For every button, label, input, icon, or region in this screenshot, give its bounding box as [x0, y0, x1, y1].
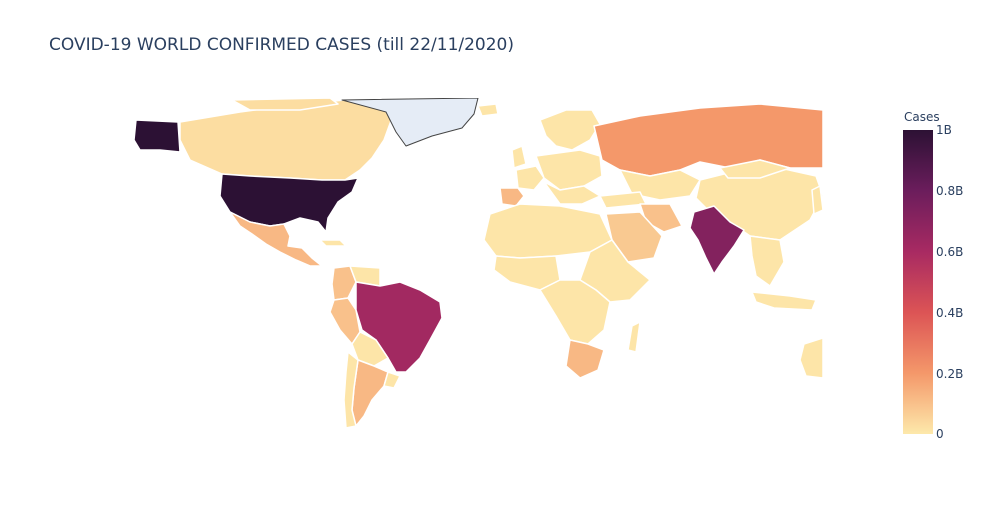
region-argentina[interactable]	[351, 359, 389, 427]
region-madagascar[interactable]	[627, 321, 641, 353]
region-uruguay[interactable]	[383, 371, 401, 389]
colorbar-tick-0.4b: 0.4B	[936, 306, 964, 320]
region-greenland[interactable]	[341, 98, 479, 147]
region-indonesia[interactable]	[751, 291, 817, 311]
region-uk[interactable]	[511, 145, 527, 169]
region-central-africa[interactable]	[539, 279, 611, 345]
region-france[interactable]	[515, 165, 545, 191]
region-turkey[interactable]	[599, 191, 647, 209]
region-brazil[interactable]	[355, 281, 443, 373]
region-japan[interactable]	[811, 185, 823, 215]
region-southeast-asia[interactable]	[749, 235, 785, 287]
region-spain[interactable]	[499, 187, 525, 207]
colorbar-title: Cases	[904, 110, 940, 124]
colorbar-gradient	[903, 130, 933, 434]
region-scandinavia[interactable]	[539, 109, 601, 151]
colorbar-tick-0.8b: 0.8B	[936, 184, 964, 198]
region-canada-islands[interactable]	[231, 98, 339, 111]
colorbar-tick-0: 0	[936, 427, 944, 441]
region-iceland[interactable]	[477, 103, 499, 117]
chart-title: COVID-19 WORLD CONFIRMED CASES (till 22/…	[49, 35, 515, 55]
colorbar-tick-0.2b: 0.2B	[936, 367, 964, 381]
colorbar-tick-0.6b: 0.6B	[936, 245, 964, 259]
region-chile[interactable]	[343, 351, 359, 429]
region-canada[interactable]	[179, 99, 393, 181]
region-mongolia[interactable]	[719, 159, 791, 179]
colorbar-tick-1b: 1B	[936, 123, 952, 137]
region-australia[interactable]	[799, 337, 823, 379]
region-cuba[interactable]	[319, 239, 347, 247]
region-mexico[interactable]	[229, 211, 323, 267]
region-alaska[interactable]	[133, 119, 181, 153]
region-india[interactable]	[689, 205, 745, 275]
region-russia[interactable]	[593, 103, 823, 177]
region-central-europe[interactable]	[535, 149, 603, 191]
region-south-africa[interactable]	[565, 339, 605, 379]
